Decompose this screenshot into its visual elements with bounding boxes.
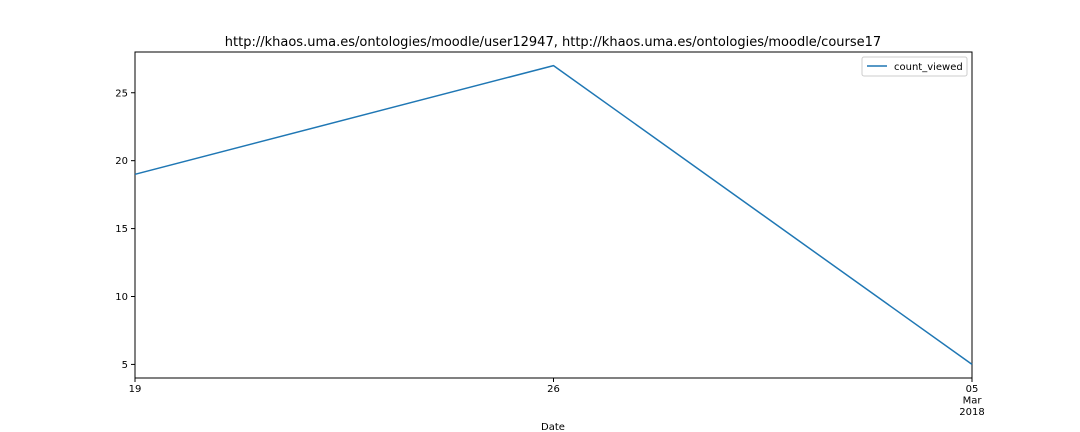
x-tick-label: 05 Mar 2018: [959, 384, 984, 418]
legend: count_viewed: [861, 56, 968, 77]
series-layer: [134, 64, 973, 366]
chart-title: http://khaos.uma.es/ontologies/moodle/us…: [225, 35, 881, 50]
legend-box: [861, 56, 968, 77]
plot-area-frame: [134, 51, 973, 379]
legend-label-count-viewed: count_viewed: [894, 62, 963, 73]
x-tick-label: 19: [129, 384, 142, 395]
x-axis: 19 26 05 Mar 2018: [129, 378, 985, 418]
x-axis-label: Date: [541, 422, 565, 432]
y-tick-label: 5: [122, 360, 128, 371]
y-tick-label: 15: [115, 224, 128, 235]
series-line-count-viewed: [134, 64, 973, 366]
y-tick-label: 20: [115, 156, 128, 167]
y-axis: 5 10 15 20 25: [115, 88, 135, 371]
y-tick-label: 10: [115, 292, 128, 303]
x-tick-label: 26: [547, 384, 560, 395]
y-tick-label: 25: [115, 88, 128, 99]
